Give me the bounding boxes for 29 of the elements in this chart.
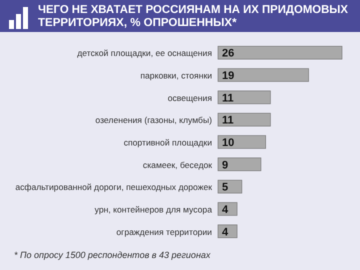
bar <box>218 202 238 216</box>
y-tick-label: детской площадки, ее оснащения <box>77 48 212 58</box>
text: * По опросу 1500 респондентов в 43 регионах <box>14 250 211 260</box>
data-label: 4 <box>222 226 229 238</box>
data-label: 11 <box>222 92 234 104</box>
data-label: 5 <box>222 182 228 194</box>
data-label: 26 <box>222 48 234 60</box>
bar <box>218 68 309 82</box>
y-tick-label: парковки, стоянки <box>140 70 212 81</box>
bar <box>218 46 342 60</box>
bar <box>218 112 271 126</box>
bar <box>218 90 271 104</box>
data-label: 9 <box>222 159 228 172</box>
y-tick-label: ограждения территории <box>116 226 212 237</box>
data-label: 11 <box>222 114 234 127</box>
bar <box>218 224 238 238</box>
chart-title: ЧЕГО НЕ ХВАТАЕТ РОССИЯНАМ НА ИХ ПРИДОМОВЫХ ТЕРРИТОРИЯХ, % ОПРОШЕННЫХ* <box>38 4 352 29</box>
y-tick-label: озеленения (газоны, клумбы) <box>95 115 212 126</box>
y-tick-label: урн, контейнеров для мусора <box>94 204 212 214</box>
bar <box>218 135 266 149</box>
data-label: 4 <box>222 204 229 216</box>
bar <box>218 158 262 172</box>
y-tick-label: освещения <box>168 92 212 103</box>
bar <box>218 180 242 194</box>
y-tick-label: асфальтированной дороги, пешеходных дорожек <box>15 182 212 192</box>
y-tick-label: скамеек, беседок <box>142 160 212 170</box>
data-label: 19 <box>222 70 234 82</box>
data-label: 10 <box>222 137 234 149</box>
y-tick-label: спортивной площадки <box>124 138 212 148</box>
